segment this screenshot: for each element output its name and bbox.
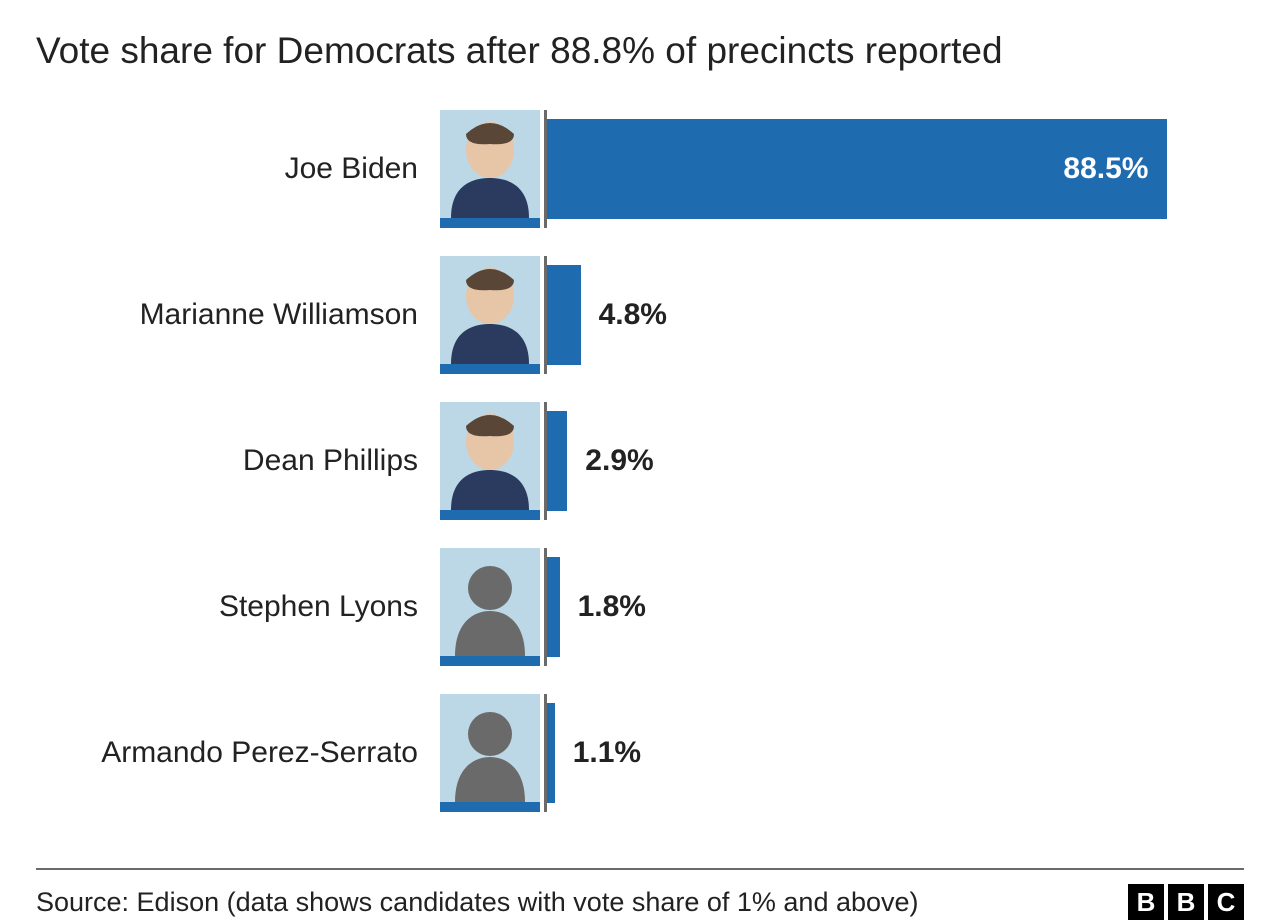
candidate-avatar: [436, 694, 544, 812]
person-silhouette-icon: [445, 556, 535, 656]
source-text: Source: Edison (data shows candidates wi…: [36, 887, 919, 918]
candidate-name: Armando Perez-Serrato: [36, 736, 436, 770]
candidate-row: Dean Phillips 2.9%: [36, 402, 1244, 520]
candidate-avatar: [436, 548, 544, 666]
bar-value-label: 2.9%: [585, 444, 653, 478]
candidate-photo-icon: [445, 402, 535, 510]
bbc-logo: BBC: [1128, 884, 1244, 920]
footer-rule: [36, 868, 1244, 870]
person-silhouette-icon: [445, 702, 535, 802]
candidate-avatar: [436, 256, 544, 374]
bar: [547, 411, 567, 511]
bar-track: 88.5%: [544, 110, 1244, 228]
candidate-name: Stephen Lyons: [36, 590, 436, 624]
bar: 88.5%: [547, 119, 1167, 219]
bar-track: 4.8%: [544, 256, 1244, 374]
candidate-photo-icon: [445, 110, 535, 218]
bar-value-label: 4.8%: [599, 298, 667, 332]
bar-value-label: 1.8%: [578, 590, 646, 624]
footer: Source: Edison (data shows candidates wi…: [36, 884, 1244, 920]
chart-title: Vote share for Democrats after 88.8% of …: [36, 30, 1244, 72]
bar: [547, 557, 560, 657]
candidate-row: Joe Biden 88.5%: [36, 110, 1244, 228]
bar-value-label: 88.5%: [1063, 152, 1148, 186]
bar-value-label: 1.1%: [573, 736, 641, 770]
logo-letter: B: [1128, 884, 1164, 920]
bar-track: 1.1%: [544, 694, 1244, 812]
candidate-row: Stephen Lyons 1.8%: [36, 548, 1244, 666]
bar-track: 1.8%: [544, 548, 1244, 666]
candidate-row: Armando Perez-Serrato 1.1%: [36, 694, 1244, 812]
bar-track: 2.9%: [544, 402, 1244, 520]
chart-area: Joe Biden 88.5% Marianne Williamson 4.8% D…: [36, 110, 1244, 868]
bar: [547, 703, 555, 803]
logo-letter: C: [1208, 884, 1244, 920]
candidate-row: Marianne Williamson 4.8%: [36, 256, 1244, 374]
candidate-name: Marianne Williamson: [36, 298, 436, 332]
candidate-name: Dean Phillips: [36, 444, 436, 478]
logo-letter: B: [1168, 884, 1204, 920]
candidate-name: Joe Biden: [36, 152, 436, 186]
candidate-avatar: [436, 110, 544, 228]
candidate-photo-icon: [445, 256, 535, 364]
bar: [547, 265, 581, 365]
candidate-avatar: [436, 402, 544, 520]
